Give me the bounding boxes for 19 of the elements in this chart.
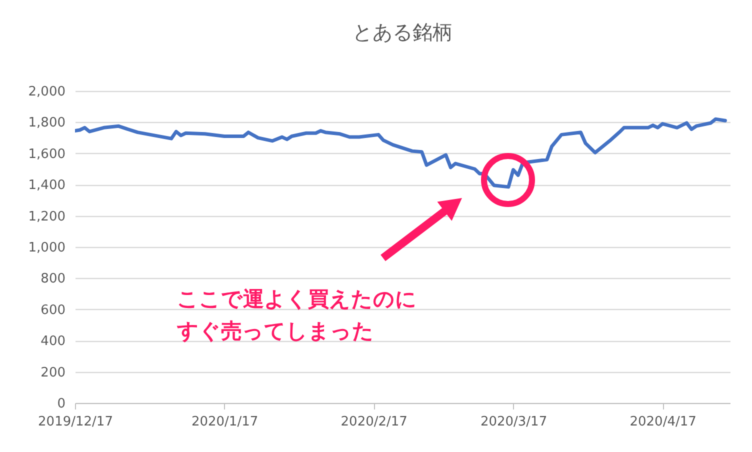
annotation: ここで運よく買えたのにすぐ売ってしまった	[177, 286, 417, 345]
y-tick-label: 200	[40, 365, 66, 380]
x-tick-label: 2020/1/17	[191, 414, 258, 430]
x-tick-label: 2020/2/17	[340, 414, 408, 430]
x-tick-label: 2020/3/17	[480, 414, 548, 430]
y-tick-label: 1,600	[28, 146, 66, 162]
y-tick-label: 2,000	[28, 84, 66, 100]
x-tick-label: 2019/12/17	[38, 414, 113, 430]
x-tick-label: 2020/4/17	[630, 414, 696, 430]
y-tick-label: 1,000	[28, 240, 66, 256]
chart-title: とある銘柄	[352, 20, 452, 44]
line-series	[75, 117, 727, 189]
y-tick-label: 0	[57, 396, 66, 412]
y-tick-label: 800	[40, 272, 66, 287]
y-tick-label: 1,200	[28, 209, 66, 224]
y-tick-label: 1,400	[28, 178, 66, 194]
y-tick-label: 400	[40, 334, 66, 350]
y-tick-label: 600	[40, 302, 66, 318]
y-tick-label: 1,800	[28, 116, 66, 131]
